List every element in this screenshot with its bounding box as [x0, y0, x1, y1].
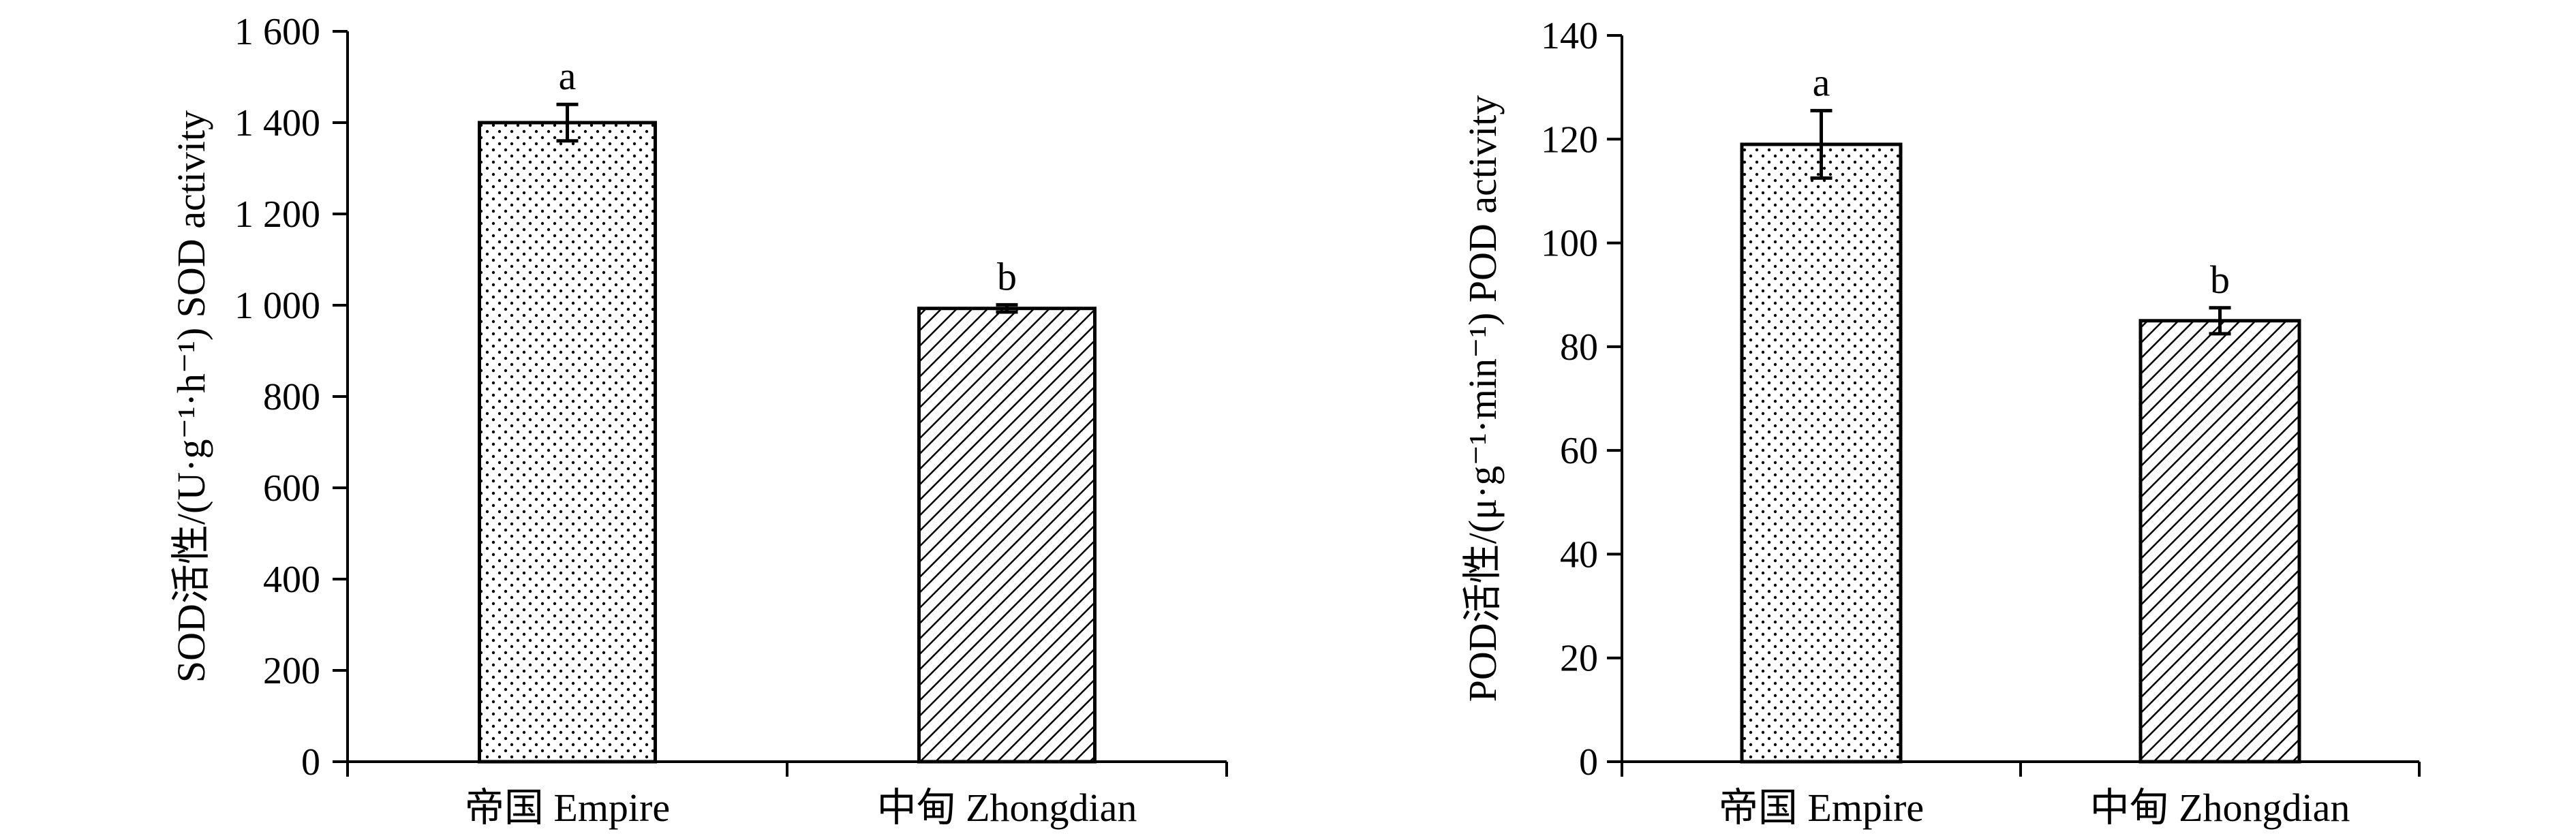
y-tick-label: 1 600 [234, 11, 320, 53]
category-label: 中甸 Zhongdian [2090, 786, 2350, 830]
bar-1 [478, 121, 657, 764]
significance-label: a [559, 54, 577, 98]
y-tick-label: 0 [301, 741, 320, 783]
y-tick-label: 120 [1541, 119, 1598, 161]
bar-2 [2138, 319, 2301, 764]
y-tick-label: 60 [1560, 430, 1598, 472]
bar-1 [1740, 142, 1903, 764]
category-label: 中甸 Zhongdian [877, 786, 1137, 830]
y-tick-label: 200 [263, 650, 320, 692]
bar-2 [917, 307, 1097, 764]
y-tick-label: 1 400 [234, 102, 320, 144]
y-tick-label: 80 [1560, 326, 1598, 369]
y-tick-label: 600 [263, 467, 320, 510]
category-label: 帝国 Empire [465, 786, 670, 830]
significance-label: a [1813, 60, 1830, 104]
significance-label: b [2210, 258, 2230, 302]
y-tick-label: 100 [1541, 223, 1598, 265]
y-tick-label: 1 000 [234, 285, 320, 327]
y-tick-label: 800 [263, 376, 320, 418]
y-tick-label: 40 [1560, 533, 1598, 576]
significance-label: b [997, 254, 1017, 298]
y-axis-title: POD活性/(μ·g⁻¹·min⁻¹) POD activity [1460, 95, 1505, 702]
y-axis-title: SOD活性/(U·g⁻¹·h⁻¹) SOD activity [169, 110, 213, 683]
y-tick-label: 400 [263, 559, 320, 601]
y-tick-label: 1 200 [234, 193, 320, 236]
y-tick-label: 0 [1579, 741, 1598, 783]
chart-panel-1: 0 200 400 600 800 1 000 1 200 1 400 1 600 a 帝国 Emp… [169, 11, 1228, 830]
y-tick-label: 140 [1541, 15, 1598, 57]
category-label: 帝国 Empire [1719, 786, 1924, 830]
y-tick-label: 20 [1560, 638, 1598, 680]
chart-panel-2: 0 20 40 60 80 100 120 140 a 帝国 Empire b 中甸 Zhongdia… [1460, 15, 2421, 830]
